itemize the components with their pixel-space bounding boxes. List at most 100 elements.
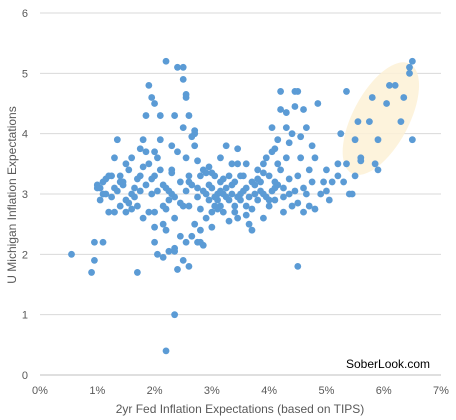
- data-point: [285, 190, 293, 198]
- data-point: [128, 205, 136, 213]
- data-point: [365, 118, 373, 125]
- data-point: [260, 160, 267, 168]
- data-point: [199, 241, 207, 249]
- x-tick-label: 0%: [32, 385, 48, 397]
- data-point: [351, 136, 359, 144]
- data-point: [242, 202, 250, 210]
- data-point: [176, 232, 184, 240]
- y-tick-label: 1: [22, 310, 28, 322]
- data-point: [214, 205, 221, 213]
- data-point: [151, 172, 158, 180]
- data-point: [337, 130, 345, 138]
- data-point: [308, 142, 316, 150]
- data-point: [291, 187, 299, 195]
- data-point: [182, 238, 190, 246]
- data-point: [400, 94, 408, 101]
- data-point: [131, 193, 138, 201]
- data-point: [285, 139, 293, 147]
- data-point: [277, 166, 284, 174]
- data-point: [291, 103, 299, 110]
- data-point: [156, 166, 164, 174]
- data-point: [171, 214, 179, 222]
- data-point: [343, 88, 350, 95]
- data-point: [197, 205, 204, 213]
- data-point: [222, 193, 230, 201]
- data-point: [228, 160, 236, 168]
- data-point: [91, 256, 98, 264]
- data-point: [271, 184, 279, 192]
- data-point: [99, 238, 107, 246]
- data-point: [222, 142, 230, 150]
- data-point: [294, 199, 302, 207]
- data-point: [154, 154, 161, 162]
- data-point: [211, 193, 219, 201]
- data-point: [300, 208, 307, 216]
- data-point: [205, 163, 213, 171]
- data-point: [271, 145, 279, 153]
- data-point: [197, 172, 204, 180]
- data-point: [234, 193, 242, 201]
- data-point: [225, 217, 233, 225]
- data-point: [202, 169, 210, 177]
- data-point: [323, 187, 330, 195]
- data-point: [171, 112, 179, 119]
- highlight-ellipse: [342, 62, 420, 175]
- data-point: [408, 57, 416, 65]
- data-point: [351, 172, 359, 180]
- data-point: [297, 154, 305, 162]
- y-axis-title: U Michigan Inflation Expectations: [5, 106, 19, 283]
- data-point: [159, 253, 167, 261]
- data-point: [305, 166, 313, 174]
- data-point: [219, 208, 227, 216]
- x-axis-title: 2yr Fed Inflation Expectations (based on…: [116, 402, 365, 416]
- data-point: [265, 202, 273, 210]
- data-point: [260, 214, 267, 222]
- data-point: [131, 184, 138, 192]
- data-point: [282, 154, 290, 162]
- data-point: [139, 163, 147, 171]
- highlight-region: [342, 62, 420, 175]
- data-point: [182, 91, 190, 98]
- data-point: [154, 250, 161, 258]
- data-point: [231, 202, 239, 210]
- data-point: [357, 157, 365, 165]
- data-point: [162, 205, 170, 213]
- y-tick-label: 5: [22, 68, 28, 80]
- data-point: [239, 187, 247, 195]
- data-point: [142, 112, 150, 119]
- data-point: [168, 169, 176, 177]
- data-point: [68, 250, 75, 258]
- data-point: [308, 178, 316, 186]
- data-point: [294, 263, 302, 270]
- data-point: [171, 247, 179, 255]
- data-point: [297, 133, 305, 141]
- data-point: [254, 196, 262, 204]
- data-point: [199, 187, 207, 195]
- data-point: [202, 214, 210, 222]
- data-point: [245, 193, 253, 201]
- data-point: [257, 187, 264, 195]
- data-point: [368, 94, 376, 101]
- data-point: [343, 160, 350, 168]
- data-point: [151, 238, 158, 246]
- data-point: [88, 269, 95, 276]
- data-point: [93, 181, 101, 189]
- data-point: [116, 202, 124, 210]
- data-point: [265, 196, 273, 204]
- data-point: [156, 136, 164, 144]
- data-point: [162, 57, 170, 65]
- data-point: [268, 124, 276, 132]
- data-point: [300, 106, 307, 113]
- y-tick-label: 2: [22, 249, 28, 261]
- data-point: [222, 184, 230, 192]
- data-point: [208, 169, 216, 177]
- data-point: [260, 169, 267, 177]
- data-point: [265, 172, 273, 180]
- data-point: [317, 190, 325, 198]
- data-point: [340, 178, 348, 186]
- data-point: [217, 187, 224, 195]
- data-point: [288, 130, 296, 138]
- data-point: [251, 190, 259, 198]
- data-point: [151, 223, 158, 231]
- data-point: [99, 190, 107, 198]
